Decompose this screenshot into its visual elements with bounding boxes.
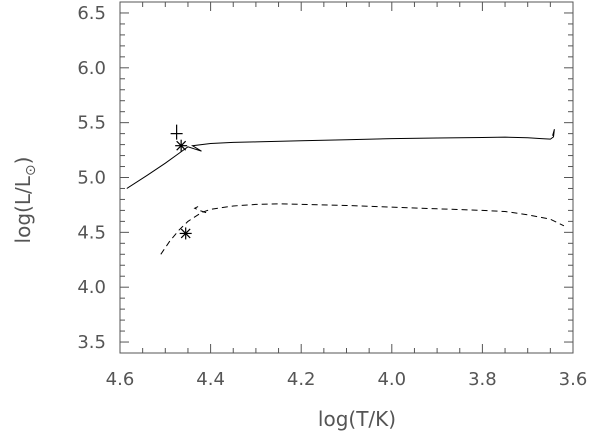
- series-line-dashed: [193, 205, 207, 214]
- x-tick-label: 4.4: [196, 369, 225, 390]
- y-tick-label: 6.5: [77, 3, 106, 24]
- y-tick-label: 4.5: [77, 222, 106, 243]
- y-tick-label: 5.5: [77, 113, 106, 134]
- y-axis-ticks: 3.5 4.0 4.5 5.0 5.5 6.0 6.5: [77, 1, 573, 354]
- asterisk-marker: [175, 139, 188, 152]
- plot-border: [119, 1, 574, 354]
- y-tick-label: 4.0: [77, 277, 106, 298]
- y-axis-label-main: log(L/L: [11, 175, 35, 243]
- x-tick-label: 4.0: [377, 369, 406, 390]
- y-axis-label-sun-symbol: ⊙: [23, 164, 39, 176]
- x-axis-label: log(T/K): [318, 407, 396, 431]
- series-layer: [126, 129, 565, 255]
- plus-marker: [170, 124, 183, 140]
- asterisk-marker: [179, 227, 192, 240]
- x-tick-label: 3.8: [468, 369, 497, 390]
- x-tick-label: 3.6: [559, 369, 588, 390]
- y-axis-label: log(L/L⊙): [11, 157, 39, 244]
- plot-frame: [119, 1, 574, 354]
- marker-layer: [170, 124, 192, 240]
- x-tick-label: 4.2: [287, 369, 316, 390]
- series-line-solid: [126, 129, 555, 189]
- x-tick-label: 4.6: [106, 369, 135, 390]
- y-tick-label: 6.0: [77, 58, 106, 79]
- x-axis-ticks: 4.6 4.4 4.2 4.0 3.8 3.6: [106, 2, 588, 390]
- series-line-dashed: [160, 203, 565, 255]
- y-axis-label-close: ): [11, 157, 35, 165]
- y-tick-label: 3.5: [77, 332, 106, 353]
- y-tick-label: 5.0: [77, 168, 106, 189]
